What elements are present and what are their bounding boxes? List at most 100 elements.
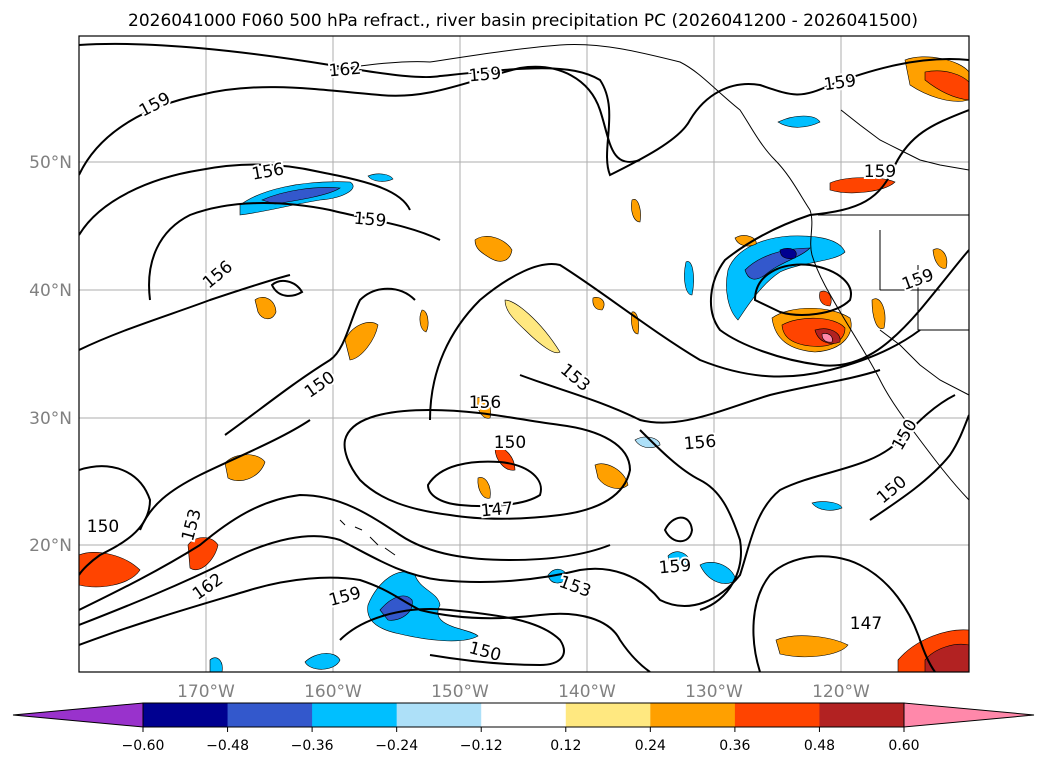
precip-pos-area bbox=[871, 298, 886, 329]
colorbar-tick-label: −0.24 bbox=[375, 738, 418, 754]
colorbar-segment bbox=[481, 703, 567, 727]
lon-label-160w: 160°W bbox=[304, 682, 362, 702]
contour-label: 162 bbox=[328, 59, 362, 82]
contour-156 bbox=[270, 279, 304, 297]
precip-neg-area bbox=[811, 501, 843, 511]
precip-neg-area bbox=[547, 569, 569, 584]
precip-pos-area bbox=[187, 537, 219, 570]
precip-neg-area bbox=[367, 173, 394, 182]
precip-pos-area bbox=[631, 199, 641, 223]
precip-pos-area bbox=[924, 643, 969, 672]
lon-label-120w: 120°W bbox=[812, 682, 870, 702]
precip-pos-area bbox=[932, 248, 948, 269]
precip-pos-area bbox=[829, 177, 896, 194]
colorbar-segment bbox=[312, 703, 398, 727]
precip-pos-area bbox=[477, 477, 491, 499]
precip-neg-area bbox=[209, 657, 223, 672]
state-borders bbox=[879, 230, 969, 331]
lon-axis-labels: 170°W 160°W 150°W 140°W 130°W 120°W bbox=[177, 682, 870, 702]
contour-label: 159 bbox=[658, 556, 692, 579]
lat-axis-labels: 50°N 40°N 30°N 20°N bbox=[29, 153, 72, 556]
lon-label-130w: 130°W bbox=[685, 682, 743, 702]
lat-label-30n: 30°N bbox=[29, 409, 72, 429]
contour-159 bbox=[79, 65, 641, 176]
height-contours bbox=[79, 42, 969, 672]
contour-150 bbox=[139, 419, 311, 531]
precip-pos-area bbox=[254, 297, 277, 320]
lat-label-20n: 20°N bbox=[29, 536, 72, 556]
colorbar-tick-label: −0.12 bbox=[460, 738, 503, 754]
precip-pos-area bbox=[821, 333, 833, 343]
colorbar: −0.60 −0.48 −0.36 −0.24 −0.12 0.12 0.24 0.36 0.4… bbox=[12, 702, 1035, 754]
contour-156 bbox=[148, 202, 441, 301]
contour-162 bbox=[79, 42, 969, 177]
precip-pos-area bbox=[79, 552, 141, 588]
contour-156 bbox=[79, 163, 411, 236]
precip-neg-area bbox=[304, 653, 341, 670]
border-us-mexico bbox=[879, 329, 969, 396]
precip-pos-area bbox=[224, 454, 266, 482]
contour-150 bbox=[224, 287, 416, 436]
contour-label: 147 bbox=[480, 499, 514, 522]
coastlines bbox=[329, 44, 969, 556]
colorbar-segment bbox=[734, 703, 820, 727]
precip-neg-area bbox=[684, 261, 694, 296]
colorbar-segment bbox=[143, 703, 229, 727]
figure-title: 2026041000 F060 500 hPa refract., river … bbox=[128, 11, 918, 31]
contour-label: 147 bbox=[850, 614, 882, 634]
precip-neg-area bbox=[667, 551, 691, 569]
colorbar-tick-label: −0.48 bbox=[206, 738, 249, 754]
colorbar-frame bbox=[142, 702, 905, 728]
colorbar-tick-label: 0.12 bbox=[550, 738, 581, 754]
contour-label: 159 bbox=[353, 209, 387, 232]
precip-pos-area bbox=[419, 309, 429, 333]
contour-159 bbox=[663, 516, 694, 543]
colorbar-over-extension bbox=[903, 702, 1035, 728]
coast-north-america bbox=[329, 44, 969, 501]
colorbar-under-extension bbox=[12, 702, 144, 728]
lon-label-170w: 170°W bbox=[177, 682, 235, 702]
contour-label: 150 bbox=[87, 517, 119, 537]
contour-159 bbox=[709, 109, 969, 367]
contour-156 bbox=[79, 274, 291, 351]
lat-label-40n: 40°N bbox=[29, 281, 72, 301]
contour-label: 159 bbox=[468, 64, 502, 87]
map-background bbox=[79, 36, 969, 672]
colorbar-tick-label: −0.60 bbox=[122, 738, 165, 754]
contour-label: 159 bbox=[864, 162, 896, 182]
precip-pos-area bbox=[592, 297, 605, 311]
contour-153 bbox=[429, 263, 921, 421]
colorbar-tick-label: 0.24 bbox=[635, 738, 666, 754]
contour-153 bbox=[79, 493, 611, 611]
precip-pos-area bbox=[344, 321, 379, 361]
colorbar-tick-label: −0.36 bbox=[291, 738, 334, 754]
colorbar-segment bbox=[819, 703, 905, 727]
contour-150 bbox=[79, 465, 152, 576]
precip-neg-area bbox=[634, 436, 661, 449]
contour-label: 156 bbox=[683, 432, 717, 455]
contour-159 bbox=[79, 394, 956, 626]
contour-156 bbox=[519, 369, 881, 424]
coast-hawaii bbox=[339, 519, 396, 556]
contour-150 bbox=[869, 414, 969, 521]
colorbar-segment bbox=[565, 703, 651, 727]
graticule bbox=[79, 36, 969, 672]
contour-147 bbox=[752, 555, 936, 672]
contour-label: 156 bbox=[469, 393, 501, 413]
contour-159 bbox=[753, 263, 852, 316]
contour-150 bbox=[339, 608, 565, 667]
precip-neg-area bbox=[726, 235, 846, 321]
precip-pos-area bbox=[594, 463, 629, 489]
precip-pos-area bbox=[504, 299, 561, 354]
border-canada bbox=[840, 109, 969, 171]
contour-label: 150 bbox=[494, 433, 526, 453]
contour-147 bbox=[426, 460, 542, 508]
map-frame bbox=[78, 35, 970, 673]
contour-162 bbox=[79, 576, 651, 672]
lat-label-50n: 50°N bbox=[29, 153, 72, 173]
precip-pos-area bbox=[474, 236, 513, 262]
contour-150 bbox=[343, 408, 632, 520]
colorbar-segment bbox=[650, 703, 736, 727]
